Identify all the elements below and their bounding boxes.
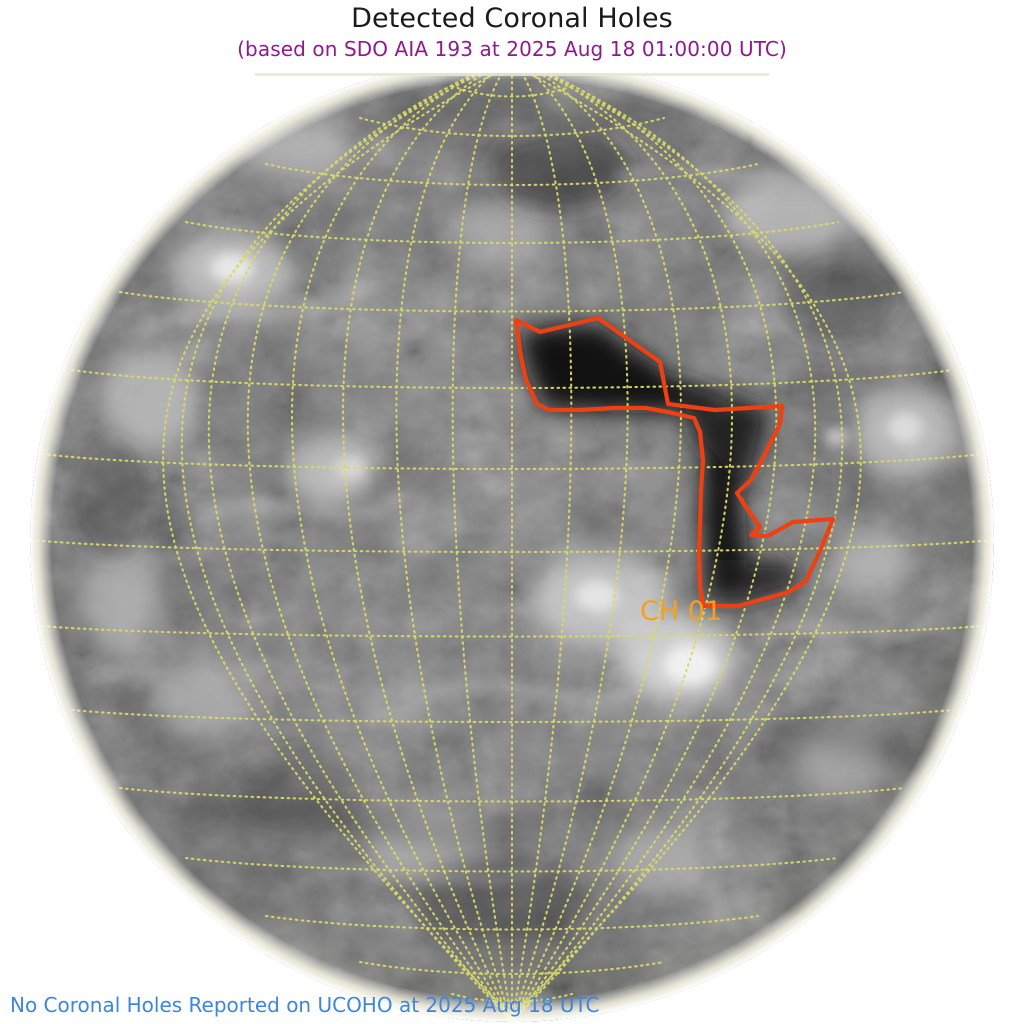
limb-rim — [30, 73, 994, 1022]
coronal-hole-outline-ch01[interactable] — [513, 315, 836, 609]
disk-top-crop-edge — [255, 73, 769, 76]
coronal-hole-label-ch01: CH 01 — [640, 596, 722, 627]
ucoho-status-note: No Coronal Holes Reported on UCOHO at 20… — [10, 993, 600, 1017]
coronal-hole-overlay: CH 01 — [513, 315, 836, 627]
